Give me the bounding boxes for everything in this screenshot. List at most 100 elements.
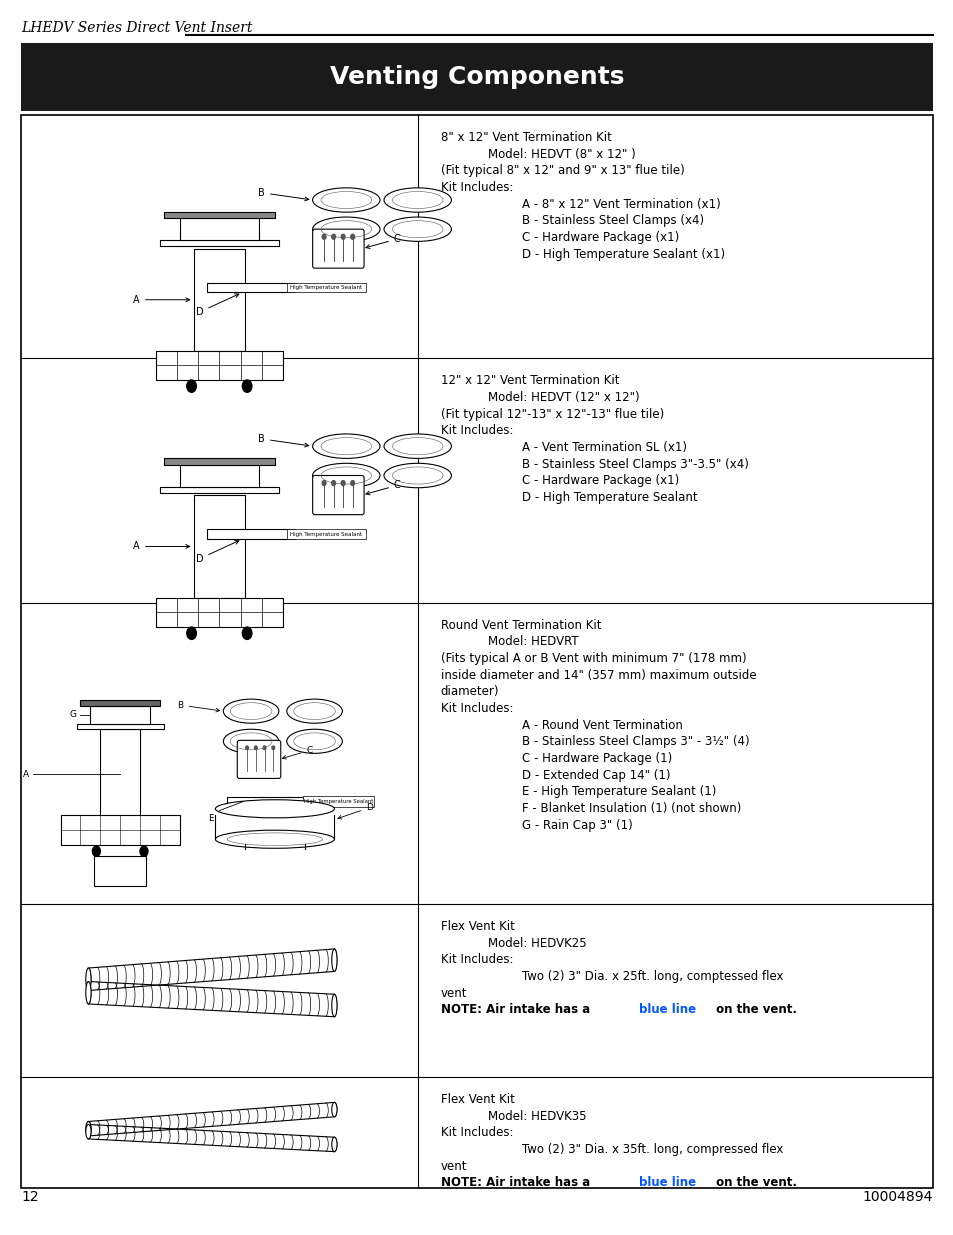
Bar bbox=[21, 1077, 417, 1188]
Bar bbox=[179, 464, 259, 487]
Text: 12" x 12" Vent Termination Kit: 12" x 12" Vent Termination Kit bbox=[440, 374, 618, 388]
Bar bbox=[287, 283, 366, 293]
Text: (Fit typical 8" x 12" and 9" x 13" flue tile): (Fit typical 8" x 12" and 9" x 13" flue … bbox=[440, 164, 683, 178]
Bar bbox=[21, 358, 417, 603]
Text: B: B bbox=[258, 433, 309, 447]
Circle shape bbox=[246, 746, 248, 750]
Text: A - Round Vent Termination: A - Round Vent Termination bbox=[521, 719, 681, 732]
Bar bbox=[155, 351, 282, 380]
Text: C - Hardware Package (1): C - Hardware Package (1) bbox=[521, 752, 671, 766]
Text: C: C bbox=[366, 233, 400, 248]
Bar bbox=[193, 495, 245, 598]
Ellipse shape bbox=[215, 800, 335, 818]
Ellipse shape bbox=[332, 1137, 336, 1152]
Text: 10004894: 10004894 bbox=[862, 1191, 932, 1204]
Text: A: A bbox=[23, 769, 29, 779]
Text: C: C bbox=[366, 480, 400, 495]
Circle shape bbox=[140, 846, 148, 856]
Circle shape bbox=[187, 380, 196, 393]
Text: F - Blanket Insulation (1) (not shown): F - Blanket Insulation (1) (not shown) bbox=[521, 803, 740, 815]
Circle shape bbox=[351, 235, 355, 240]
Bar bbox=[21, 43, 932, 111]
Circle shape bbox=[322, 235, 326, 240]
Text: Kit Includes:: Kit Includes: bbox=[440, 701, 513, 715]
Ellipse shape bbox=[332, 948, 336, 972]
Text: A - 8" x 12" Vent Termination (x1): A - 8" x 12" Vent Termination (x1) bbox=[521, 198, 720, 211]
Ellipse shape bbox=[384, 188, 451, 212]
Bar bbox=[21, 115, 932, 1188]
Text: inside diameter and 14" (357 mm) maximum outside: inside diameter and 14" (357 mm) maximum… bbox=[440, 669, 756, 682]
Text: NOTE: Air intake has a: NOTE: Air intake has a bbox=[440, 1003, 594, 1016]
FancyBboxPatch shape bbox=[313, 230, 364, 268]
Text: Kit Includes:: Kit Includes: bbox=[440, 425, 513, 437]
Bar bbox=[61, 815, 179, 845]
Ellipse shape bbox=[313, 433, 379, 458]
Circle shape bbox=[242, 627, 252, 640]
Text: D - High Temperature Sealant (x1): D - High Temperature Sealant (x1) bbox=[521, 248, 724, 261]
Text: C - Hardware Package (x1): C - Hardware Package (x1) bbox=[521, 474, 679, 488]
Bar bbox=[193, 248, 245, 351]
Bar bbox=[164, 212, 274, 219]
Bar bbox=[287, 530, 366, 540]
Text: vent: vent bbox=[440, 987, 467, 1000]
Ellipse shape bbox=[287, 699, 342, 724]
Bar bbox=[21, 904, 417, 1077]
Text: D: D bbox=[195, 541, 238, 563]
Text: blue line: blue line bbox=[638, 1003, 695, 1016]
Ellipse shape bbox=[86, 982, 91, 1004]
Text: A: A bbox=[133, 541, 190, 552]
Ellipse shape bbox=[313, 188, 379, 212]
Text: 12: 12 bbox=[21, 1191, 38, 1204]
Text: Model: HEDVT (12" x 12"): Model: HEDVT (12" x 12") bbox=[488, 391, 639, 404]
Text: B - Stainless Steel Clamps 3" - 3½" (4): B - Stainless Steel Clamps 3" - 3½" (4) bbox=[521, 736, 748, 748]
Text: Model: HEDVT (8" x 12" ): Model: HEDVT (8" x 12" ) bbox=[488, 148, 636, 161]
Text: Flex Vent Kit: Flex Vent Kit bbox=[440, 1093, 514, 1107]
Bar bbox=[302, 797, 374, 806]
Text: Two (2) 3" Dia. x 25ft. long, comptessed flex: Two (2) 3" Dia. x 25ft. long, comptessed… bbox=[521, 971, 782, 983]
Text: B - Stainless Steel Clamps (x4): B - Stainless Steel Clamps (x4) bbox=[521, 215, 703, 227]
Bar bbox=[21, 603, 417, 904]
Text: vent: vent bbox=[440, 1160, 467, 1173]
Circle shape bbox=[272, 746, 274, 750]
Bar bbox=[155, 598, 282, 627]
Text: blue line: blue line bbox=[638, 1176, 695, 1189]
Circle shape bbox=[332, 235, 335, 240]
Circle shape bbox=[92, 846, 100, 856]
Ellipse shape bbox=[384, 433, 451, 458]
Text: C: C bbox=[282, 746, 313, 760]
Circle shape bbox=[341, 235, 345, 240]
Bar bbox=[179, 219, 259, 240]
Text: Venting Components: Venting Components bbox=[330, 65, 623, 89]
Text: E: E bbox=[209, 814, 214, 823]
Text: High Temperature Sealant: High Temperature Sealant bbox=[290, 532, 362, 537]
Bar bbox=[160, 240, 278, 246]
Text: B: B bbox=[258, 188, 309, 201]
Circle shape bbox=[187, 627, 196, 640]
Text: on the vent.: on the vent. bbox=[712, 1003, 797, 1016]
Ellipse shape bbox=[86, 1121, 91, 1136]
Bar bbox=[80, 700, 160, 705]
Circle shape bbox=[263, 746, 266, 750]
Ellipse shape bbox=[384, 463, 451, 488]
Text: LHEDV Series Direct Vent Insert: LHEDV Series Direct Vent Insert bbox=[21, 21, 253, 35]
Text: (Fits typical A or B Vent with minimum 7" (178 mm): (Fits typical A or B Vent with minimum 7… bbox=[440, 652, 745, 666]
Circle shape bbox=[332, 480, 335, 485]
Bar bbox=[227, 797, 306, 806]
Text: Model: HEDVRT: Model: HEDVRT bbox=[488, 636, 578, 648]
Ellipse shape bbox=[332, 1103, 336, 1116]
Bar bbox=[94, 856, 146, 885]
Ellipse shape bbox=[384, 217, 451, 241]
Bar bbox=[100, 729, 140, 820]
Bar bbox=[164, 458, 274, 464]
Bar bbox=[21, 115, 417, 358]
Bar bbox=[207, 530, 294, 540]
Bar bbox=[160, 487, 278, 493]
Text: A - Vent Termination SL (x1): A - Vent Termination SL (x1) bbox=[521, 441, 686, 454]
Text: Flex Vent Kit: Flex Vent Kit bbox=[440, 920, 514, 934]
Text: G - Rain Cap 3" (1): G - Rain Cap 3" (1) bbox=[521, 819, 632, 832]
Ellipse shape bbox=[215, 830, 335, 848]
Text: (Fit typical 12"-13" x 12"-13" flue tile): (Fit typical 12"-13" x 12"-13" flue tile… bbox=[440, 408, 663, 421]
Text: G: G bbox=[70, 710, 76, 719]
Text: High Temperature Sealant: High Temperature Sealant bbox=[290, 285, 362, 290]
FancyBboxPatch shape bbox=[313, 475, 364, 515]
